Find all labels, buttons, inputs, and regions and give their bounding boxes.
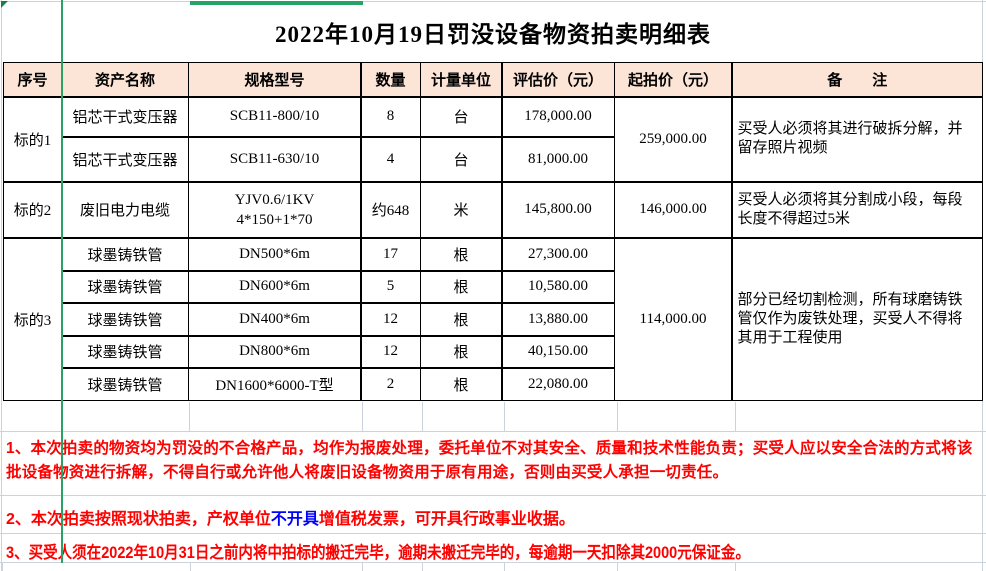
footnote-2-part2: 增值税发票，可开具行政事业收据。 <box>318 511 575 528</box>
cell-lot3-item5-appraisal[interactable]: 22,080.00 <box>502 368 614 400</box>
cell-lot3-item3-qty[interactable]: 12 <box>361 303 420 335</box>
gridline <box>422 402 423 431</box>
gridline <box>617 402 618 431</box>
cell-lot1-item1-unit[interactable]: 台 <box>421 97 501 136</box>
col-header-appraised-price[interactable]: 评估价（元） <box>502 63 614 96</box>
gridline <box>735 402 736 431</box>
cell-lot3-item5-spec[interactable]: DN1600*6000-T型 <box>189 368 360 400</box>
footnote-2-part1: 2、本次拍卖按照现状拍卖，产权单位 <box>6 511 271 528</box>
cell-lot3-id[interactable]: 标的3 <box>4 238 61 400</box>
cell-lot3-item1-appraisal[interactable]: 27,300.00 <box>502 238 614 270</box>
cell-lot1-remark[interactable]: 买受人必须将其进行破拆分解，并留存照片视频 <box>732 97 982 181</box>
cell-lot3-item1-qty[interactable]: 17 <box>361 238 420 270</box>
gridline <box>504 563 505 571</box>
cell-lot1-id[interactable]: 标的1 <box>4 97 61 181</box>
cell-lot3-start-price[interactable]: 114,000.00 <box>615 238 731 400</box>
cell-lot3-item1-name[interactable]: 球墨铸铁管 <box>62 238 188 270</box>
gridline <box>189 402 190 431</box>
gridline <box>2 563 3 571</box>
footnote-2[interactable]: 2、本次拍卖按照现状拍卖，产权单位不开具增值税发票，可开具行政事业收据。 <box>6 505 575 529</box>
selection-border-top <box>190 1 363 5</box>
selection-border-line <box>60 0 63 563</box>
cell-lot2-item1-spec[interactable]: YJV0.6/1KV 4*150+1*70 <box>189 182 360 237</box>
footnote-3[interactable]: 3、买受人须在2022年10月31日之前内将中拍标的搬迁完毕，逾期未搬迁完毕的，… <box>6 544 750 562</box>
gridline <box>735 563 736 571</box>
cell-lot2-start-price[interactable]: 146,000.00 <box>615 182 731 237</box>
cell-lot3-item2-appraisal[interactable]: 10,580.00 <box>502 271 614 302</box>
cell-lot3-item4-appraisal[interactable]: 40,150.00 <box>502 336 614 367</box>
cell-lot3-item1-spec[interactable]: DN500*6m <box>189 238 360 270</box>
cell-lot3-item5-name[interactable]: 球墨铸铁管 <box>62 368 188 400</box>
cell-error-triangle-icon <box>1 1 8 8</box>
col-header-spec-model[interactable]: 规格型号 <box>189 63 360 96</box>
gridline <box>1 0 2 571</box>
col-header-remarks[interactable]: 备 注 <box>732 63 982 96</box>
cell-lot2-item1-unit[interactable]: 米 <box>421 182 501 237</box>
gridline <box>362 563 363 571</box>
cell-lot3-item3-spec[interactable]: DN400*6m <box>189 303 360 335</box>
footnote-1[interactable]: 1、本次拍卖的物资均为罚没的不合格产品，均作为报废处理，委托单位不对其安全、质量… <box>6 440 973 481</box>
cell-lot1-item1-appraisal[interactable]: 178,000.00 <box>502 97 614 136</box>
gridline <box>0 533 986 534</box>
cell-lot3-item4-name[interactable]: 球墨铸铁管 <box>62 336 188 367</box>
col-header-serial[interactable]: 序号 <box>4 63 61 96</box>
gridline <box>0 1 986 2</box>
cell-lot2-remark[interactable]: 买受人必须将其分割成小段，每段长度不得超过5米 <box>732 182 982 237</box>
footnote-2-blue-text: 不开具 <box>270 511 319 528</box>
sheet-title-cell[interactable]: 2022年10月19日罚没设备物资拍卖明细表 <box>3 2 983 61</box>
col-header-quantity[interactable]: 数量 <box>361 63 420 96</box>
cell-lot3-item3-name[interactable]: 球墨铸铁管 <box>62 303 188 335</box>
cell-lot2-item1-name[interactable]: 废旧电力电缆 <box>62 182 188 237</box>
gridline <box>504 402 505 431</box>
cell-lot1-item2-appraisal[interactable]: 81,000.00 <box>502 137 614 181</box>
cell-lot1-item1-spec[interactable]: SCB11-800/10 <box>189 97 360 136</box>
cell-lot3-item1-unit[interactable]: 根 <box>421 238 501 270</box>
col-header-unit[interactable]: 计量单位 <box>421 63 501 96</box>
page-title: 2022年10月19日罚没设备物资拍卖明细表 <box>275 21 711 47</box>
col-header-asset-name[interactable]: 资产名称 <box>62 63 188 96</box>
gridline <box>617 563 618 571</box>
cell-lot3-item2-unit[interactable]: 根 <box>421 271 501 302</box>
cell-lot3-item4-unit[interactable]: 根 <box>421 336 501 367</box>
cell-lot1-item2-qty[interactable]: 4 <box>361 137 420 181</box>
cell-lot3-item3-unit[interactable]: 根 <box>421 303 501 335</box>
cell-lot1-item1-name[interactable]: 铝芯干式变压器 <box>62 97 188 136</box>
cell-lot1-item2-name[interactable]: 铝芯干式变压器 <box>62 137 188 181</box>
cell-lot2-id[interactable]: 标的2 <box>4 182 61 237</box>
gridline <box>0 431 986 432</box>
cell-lot1-item2-spec[interactable]: SCB11-630/10 <box>189 137 360 181</box>
cell-lot3-item2-qty[interactable]: 5 <box>361 271 420 302</box>
gridline <box>362 402 363 431</box>
cell-lot3-item2-spec[interactable]: DN600*6m <box>189 271 360 302</box>
cell-lot1-item1-qty[interactable]: 8 <box>361 97 420 136</box>
col-header-starting-price[interactable]: 起拍价（元） <box>615 63 731 96</box>
cell-lot3-item4-spec[interactable]: DN800*6m <box>189 336 360 367</box>
cell-lot3-item5-unit[interactable]: 根 <box>421 368 501 400</box>
auction-table: 序号 资产名称 规格型号 数量 计量单位 评估价（元） 起拍价（元） 备 注 标… <box>3 62 983 401</box>
cell-lot3-item4-qty[interactable]: 12 <box>361 336 420 367</box>
cell-lot3-item2-name[interactable]: 球墨铸铁管 <box>62 271 188 302</box>
cell-lot1-start-price[interactable]: 259,000.00 <box>615 97 731 181</box>
cell-lot3-item3-appraisal[interactable]: 13,880.00 <box>502 303 614 335</box>
gridline <box>422 563 423 571</box>
cell-lot1-item2-unit[interactable]: 台 <box>421 137 501 181</box>
gridline <box>0 495 986 496</box>
gridline <box>0 562 986 563</box>
cell-lot2-item1-qty[interactable]: 约648 <box>361 182 420 237</box>
cell-lot3-remark[interactable]: 部分已经切割检测，所有球磨铸铁管仅作为废铁处理，买受人不得将其用于工程使用 <box>732 238 982 400</box>
cell-lot3-item5-qty[interactable]: 2 <box>361 368 420 400</box>
gridline <box>190 563 191 571</box>
cell-lot2-item1-appraisal[interactable]: 145,800.00 <box>502 182 614 237</box>
